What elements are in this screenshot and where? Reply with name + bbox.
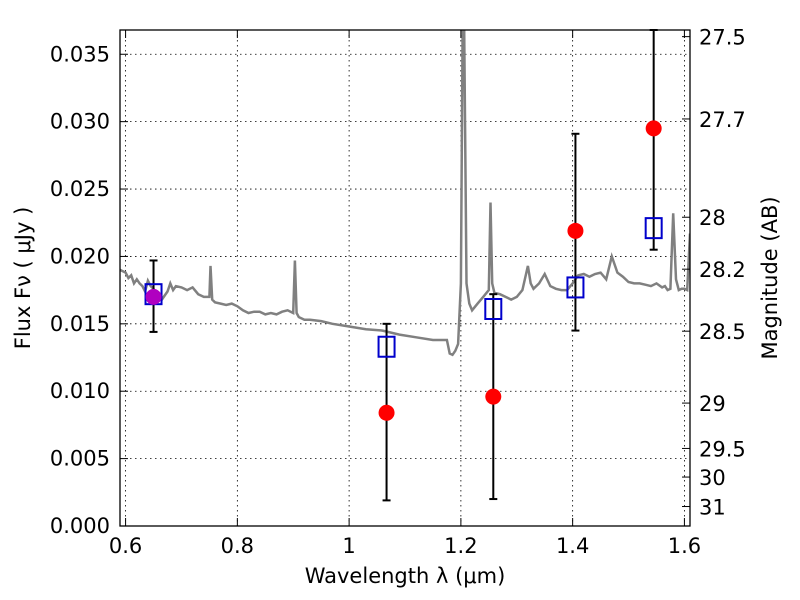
y-axis-label: Flux Fν ( μJy ) — [11, 207, 35, 350]
observed-point — [645, 120, 662, 137]
x-tick-label: 0.6 — [109, 534, 142, 558]
y-tick-label: 0.030 — [50, 110, 110, 134]
right-tick-label: 27.5 — [699, 26, 746, 50]
y-tick-label: 0.010 — [50, 379, 110, 403]
model-square-point — [377, 335, 396, 358]
y-tick-label: 0.035 — [50, 42, 110, 66]
observed-point — [378, 404, 395, 421]
right-tick-label: 29 — [699, 392, 726, 416]
right-tick-label: 29.5 — [699, 437, 746, 461]
y-tick-label: 0.000 — [50, 514, 110, 538]
right-tick-label: 28.5 — [699, 320, 746, 344]
y-tick-label: 0.005 — [50, 447, 110, 471]
observed-point — [485, 388, 502, 405]
observed-point — [145, 288, 162, 305]
right-tick-label: 27.7 — [699, 108, 746, 132]
right-tick-label: 30 — [699, 466, 726, 490]
y-tick-label: 0.015 — [50, 312, 110, 336]
x-tick-label: 0.8 — [221, 534, 254, 558]
plot-frame — [119, 29, 691, 527]
x-tick-label: 1.2 — [444, 534, 477, 558]
right-tick-label: 28 — [699, 206, 726, 230]
grid — [120, 30, 690, 527]
x-tick-label: 1.6 — [668, 534, 701, 558]
x-tick-label: 1 — [342, 534, 355, 558]
x-tick-label: 1.4 — [556, 534, 589, 558]
markers — [144, 29, 663, 502]
right-tick-label: 28.2 — [699, 258, 746, 282]
model-square-point — [484, 298, 503, 320]
ticks: 0.6 0.8 1 1.2 1.4 1.6 0.000 0.005 0.010 0.015 0.02… — [50, 26, 746, 558]
template-spectrum-line — [120, 30, 690, 357]
y-tick-label: 0.020 — [50, 244, 110, 268]
y-tick-label: 0.025 — [50, 177, 110, 201]
right-tick-label: 31 — [699, 496, 726, 520]
plot-data — [120, 30, 690, 357]
x-axis-label: Wavelength λ (μm) — [305, 564, 506, 588]
right-axis-label: Magnitude (AB) — [758, 196, 782, 359]
observed-point — [567, 222, 584, 239]
model-square-point — [644, 217, 663, 240]
model-square-point — [566, 276, 585, 299]
